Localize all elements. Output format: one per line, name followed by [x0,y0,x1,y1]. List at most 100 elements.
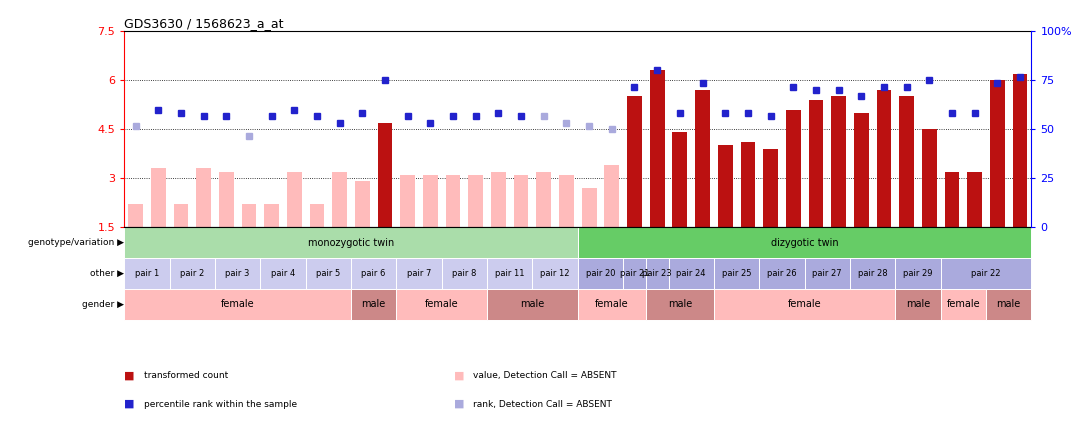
Bar [786,110,800,227]
Text: pair 7: pair 7 [407,269,431,278]
Bar [986,289,1031,320]
Bar [1013,74,1027,227]
Bar [124,227,578,258]
Bar [673,132,687,227]
Text: female: female [787,299,822,309]
Text: pair 12: pair 12 [540,269,570,278]
Bar [627,96,642,227]
Bar [260,258,306,289]
Text: pair 23: pair 23 [643,269,672,278]
Bar [877,90,891,227]
Text: pair 22: pair 22 [971,269,1001,278]
Text: ■: ■ [454,399,464,409]
Bar [514,175,528,227]
Text: pair 8: pair 8 [453,269,476,278]
Bar [306,258,351,289]
Bar [491,172,505,227]
Text: pair 4: pair 4 [271,269,295,278]
Text: GDS3630 / 1568623_a_at: GDS3630 / 1568623_a_at [124,17,284,30]
Text: pair 21: pair 21 [620,269,649,278]
Text: pair 29: pair 29 [903,269,933,278]
Bar [310,204,324,227]
Bar [805,258,850,289]
Bar [832,96,846,227]
Text: transformed count: transformed count [144,371,228,380]
Bar [696,90,710,227]
Text: female: female [220,299,255,309]
Text: ■: ■ [454,370,464,380]
Bar [532,258,578,289]
Bar [578,258,623,289]
Bar [537,172,551,227]
Bar [351,289,396,320]
Bar [646,258,669,289]
Text: male: male [667,299,692,309]
Bar [124,258,170,289]
Bar [378,123,392,227]
Bar [446,175,460,227]
Bar [900,96,914,227]
Text: pair 25: pair 25 [721,269,752,278]
Text: male: male [906,299,930,309]
Bar [582,188,596,227]
Bar [741,142,755,227]
Bar [287,172,301,227]
Bar [646,289,714,320]
Bar [124,289,351,320]
Bar [396,289,487,320]
Bar [922,129,936,227]
Bar [718,146,732,227]
Text: pair 6: pair 6 [362,269,386,278]
Bar [170,258,215,289]
Bar [809,100,823,227]
Bar [351,258,396,289]
Bar [487,258,532,289]
Bar [714,289,895,320]
Bar [650,70,664,227]
Text: pair 20: pair 20 [585,269,616,278]
Text: pair 27: pair 27 [812,269,842,278]
Bar [941,289,986,320]
Text: gender ▶: gender ▶ [82,300,124,309]
Text: pair 26: pair 26 [767,269,797,278]
Bar [355,182,369,227]
Text: pair 3: pair 3 [226,269,249,278]
Bar [764,149,778,227]
Bar [396,258,442,289]
Bar [151,168,165,227]
Bar [442,258,487,289]
Bar [941,258,1031,289]
Bar [559,175,573,227]
Bar [854,113,868,227]
Bar [990,80,1004,227]
Bar [215,258,260,289]
Bar [895,258,941,289]
Text: male: male [362,299,386,309]
Bar [423,175,437,227]
Bar [333,172,347,227]
Bar [945,172,959,227]
Text: pair 2: pair 2 [180,269,204,278]
Bar [623,258,646,289]
Bar [469,175,483,227]
Text: dizygotic twin: dizygotic twin [771,238,838,248]
Text: value, Detection Call = ABSENT: value, Detection Call = ABSENT [473,371,617,380]
Text: other ▶: other ▶ [91,269,124,278]
Bar [487,289,578,320]
Bar [129,204,143,227]
Text: female: female [946,299,981,309]
Text: female: female [595,299,629,309]
Bar [605,165,619,227]
Bar [197,168,211,227]
Bar [578,289,646,320]
Bar [895,289,941,320]
Bar [850,258,895,289]
Text: pair 1: pair 1 [135,269,159,278]
Text: pair 24: pair 24 [676,269,706,278]
Text: male: male [997,299,1021,309]
Bar [401,175,415,227]
Bar [242,204,256,227]
Text: ■: ■ [124,370,135,380]
Bar [578,227,1031,258]
Text: rank, Detection Call = ABSENT: rank, Detection Call = ABSENT [473,400,612,408]
